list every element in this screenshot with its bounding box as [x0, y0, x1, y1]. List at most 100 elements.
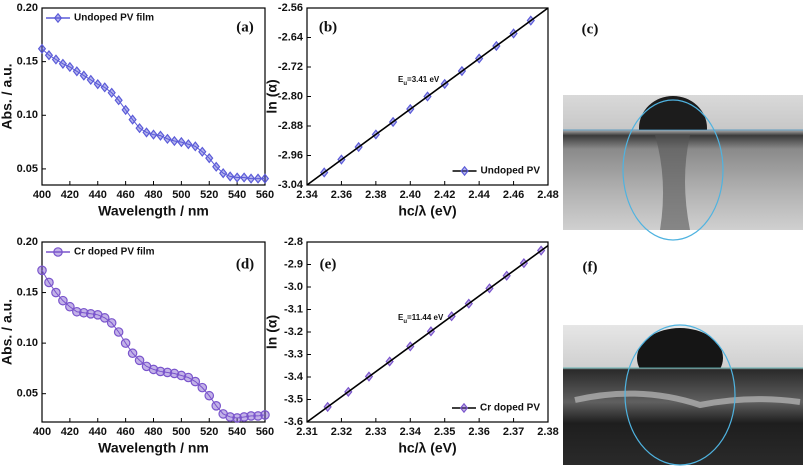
- marker: [120, 338, 131, 348]
- annotation-part: =11.44 eV: [407, 313, 444, 322]
- y-tick-label: -3.3: [284, 348, 303, 360]
- x-tick-label: 2.34: [296, 189, 318, 201]
- legend: Undoped PV: [452, 165, 541, 177]
- series-line: [41, 270, 266, 419]
- x-axis-label: Wavelength / nm: [98, 203, 209, 219]
- y-axis-label: ln (α): [264, 79, 280, 113]
- y-axis-label: Abs. / a.u.: [0, 299, 15, 365]
- y-tick-label: 0.10: [17, 109, 38, 121]
- y-tick-label: -3.6: [284, 416, 303, 428]
- y-tick-label: -3.04: [278, 179, 304, 191]
- y-tick-label: -2.64: [278, 31, 304, 43]
- x-tick-label: 2.38: [365, 189, 386, 201]
- y-tick-label: -3.2: [284, 326, 303, 338]
- marker: [219, 168, 228, 179]
- x-tick-label: 540: [228, 189, 246, 201]
- marker: [51, 54, 61, 65]
- marker: [177, 136, 186, 148]
- x-tick-label: 520: [200, 189, 218, 201]
- marker: [169, 368, 180, 379]
- marker: [51, 287, 61, 298]
- marker: [44, 50, 54, 61]
- x-tick-label: 400: [33, 426, 51, 438]
- marker: [79, 70, 88, 81]
- y-tick-label: -2.96: [278, 149, 303, 161]
- y-tick-label: 0.20: [17, 2, 38, 14]
- x-tick-label: 420: [61, 426, 79, 438]
- x-tick-label: 400: [33, 189, 51, 201]
- legend-marker: [460, 165, 469, 177]
- marker: [260, 410, 270, 420]
- x-tick-label: 2.42: [434, 189, 455, 201]
- x-axis-label: hc/λ (eV): [398, 203, 456, 219]
- marker: [211, 401, 222, 411]
- annotation-part: u: [403, 81, 407, 87]
- legend-label: Undoped PV: [481, 166, 541, 177]
- marker: [65, 61, 75, 73]
- marker: [212, 161, 221, 172]
- marker: [114, 95, 123, 106]
- x-tick-label: 480: [144, 426, 162, 438]
- marker: [107, 87, 116, 98]
- marker: [93, 79, 102, 90]
- x-tick-label: 420: [61, 189, 79, 201]
- y-tick-label: 0.05: [17, 388, 38, 400]
- photo-c: [563, 95, 803, 241]
- y-axis-label: Abs. / a.u.: [0, 63, 15, 129]
- annotation-part: E: [398, 75, 404, 84]
- legend-marker: [459, 402, 469, 414]
- marker: [65, 301, 75, 312]
- marker: [37, 43, 47, 54]
- marker: [113, 327, 124, 337]
- legend-marker: [53, 12, 63, 24]
- marker: [100, 82, 109, 93]
- marker: [163, 133, 172, 145]
- marker: [128, 114, 137, 125]
- y-axis-label: ln (α): [264, 315, 280, 349]
- x-tick-label: 2.32: [331, 426, 352, 438]
- x-axis-label: Wavelength / nm: [98, 440, 209, 456]
- legend-label: Undoped PV film: [74, 13, 154, 24]
- y-tick-label: -2.56: [278, 2, 303, 14]
- marker: [205, 153, 214, 164]
- y-tick-label: -3.1: [284, 303, 303, 315]
- marker: [106, 318, 117, 328]
- series-line: [306, 7, 549, 186]
- marker: [86, 74, 95, 86]
- y-tick-label: 0.15: [17, 286, 38, 298]
- marker: [232, 413, 242, 423]
- x-tick-label: 560: [256, 189, 274, 201]
- y-tick-label: -2.72: [278, 61, 303, 73]
- y-tick-label: -3.4: [284, 371, 304, 383]
- marker: [85, 308, 96, 319]
- plot-frame: [41, 241, 266, 423]
- y-tick-label: 0.20: [17, 236, 38, 248]
- marker: [225, 412, 235, 422]
- marker: [99, 313, 110, 323]
- x-tick-label: 2.46: [503, 189, 524, 201]
- x-tick-label: 460: [116, 426, 134, 438]
- marker: [121, 104, 130, 116]
- x-tick-label: 2.36: [331, 189, 352, 201]
- legend: Cr doped PV: [451, 402, 540, 414]
- marker: [253, 173, 263, 184]
- plot-frame: [41, 7, 266, 186]
- marker: [260, 173, 270, 184]
- marker: [135, 122, 144, 134]
- marker: [58, 58, 68, 69]
- x-tick-label: 460: [116, 189, 134, 201]
- x-tick-label: 2.40: [400, 189, 421, 201]
- marker: [58, 295, 68, 306]
- marker: [72, 66, 81, 77]
- x-tick-label: 500: [172, 189, 190, 201]
- panel-label: (f): [583, 259, 598, 275]
- x-tick-label: 2.48: [537, 189, 558, 201]
- marker: [142, 127, 151, 138]
- x-tick-label: 500: [172, 426, 190, 438]
- y-tick-label: 0.15: [17, 56, 38, 68]
- marker: [232, 172, 242, 183]
- y-tick-label: 0.10: [17, 337, 38, 349]
- y-tick-label: -2.88: [278, 120, 303, 132]
- annotation-part: =3.41 eV: [407, 75, 440, 84]
- x-tick-label: 2.44: [468, 189, 490, 201]
